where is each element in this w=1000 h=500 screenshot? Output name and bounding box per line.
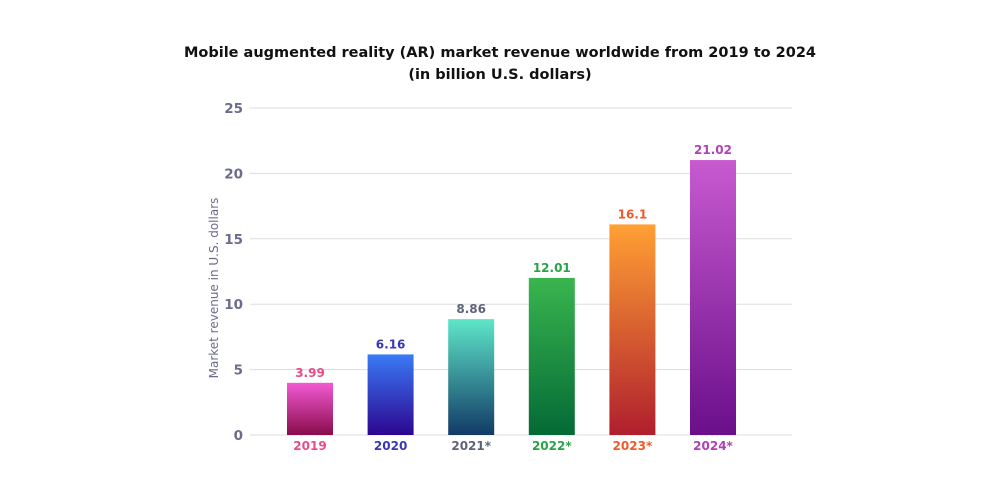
bar-2021 (448, 319, 495, 435)
x-tick-label-2020: 2020 (374, 439, 407, 453)
data-label-2023: 16.1 (618, 207, 648, 221)
bar-2020 (367, 354, 414, 435)
y-axis-label: Market revenue in U.S. dollars (207, 198, 221, 379)
x-tick-label-2023: 2023* (613, 439, 653, 453)
data-labels: 3.99 6.16 8.86 12.01 16.1 21.02 (295, 143, 732, 380)
data-label-2019: 3.99 (295, 366, 325, 380)
bar-2024 (690, 160, 736, 435)
x-tick-label-2024: 2024* (693, 439, 733, 453)
data-label-2022: 12.01 (533, 261, 571, 275)
y-tick-label-0: 0 (234, 428, 243, 444)
x-tick-labels: 2019 2020 2021* 2022* 2023* 2024* (293, 439, 733, 453)
x-tick-label-2022: 2022* (532, 439, 572, 453)
y-tick-label-25: 25 (224, 101, 243, 117)
bar-2019 (287, 382, 333, 435)
data-label-2020: 6.16 (376, 337, 406, 351)
y-tick-label-5: 5 (234, 363, 243, 379)
bars (287, 160, 736, 435)
y-tick-label-15: 15 (224, 232, 243, 248)
y-tick-label-10: 10 (224, 297, 243, 313)
x-tick-label-2019: 2019 (293, 439, 326, 453)
y-tick-label-20: 20 (224, 166, 243, 182)
x-tick-label-2021: 2021* (451, 439, 491, 453)
bar-2022 (528, 277, 575, 435)
data-label-2024: 21.02 (694, 143, 732, 157)
chart-title-line-1: Mobile augmented reality (AR) market rev… (184, 45, 816, 61)
bar-2023 (609, 224, 656, 435)
data-label-2021: 8.86 (456, 302, 486, 316)
y-tick-labels: 0 5 10 15 20 25 (224, 101, 243, 444)
chart-title-line-2: (in billion U.S. dollars) (408, 67, 591, 83)
